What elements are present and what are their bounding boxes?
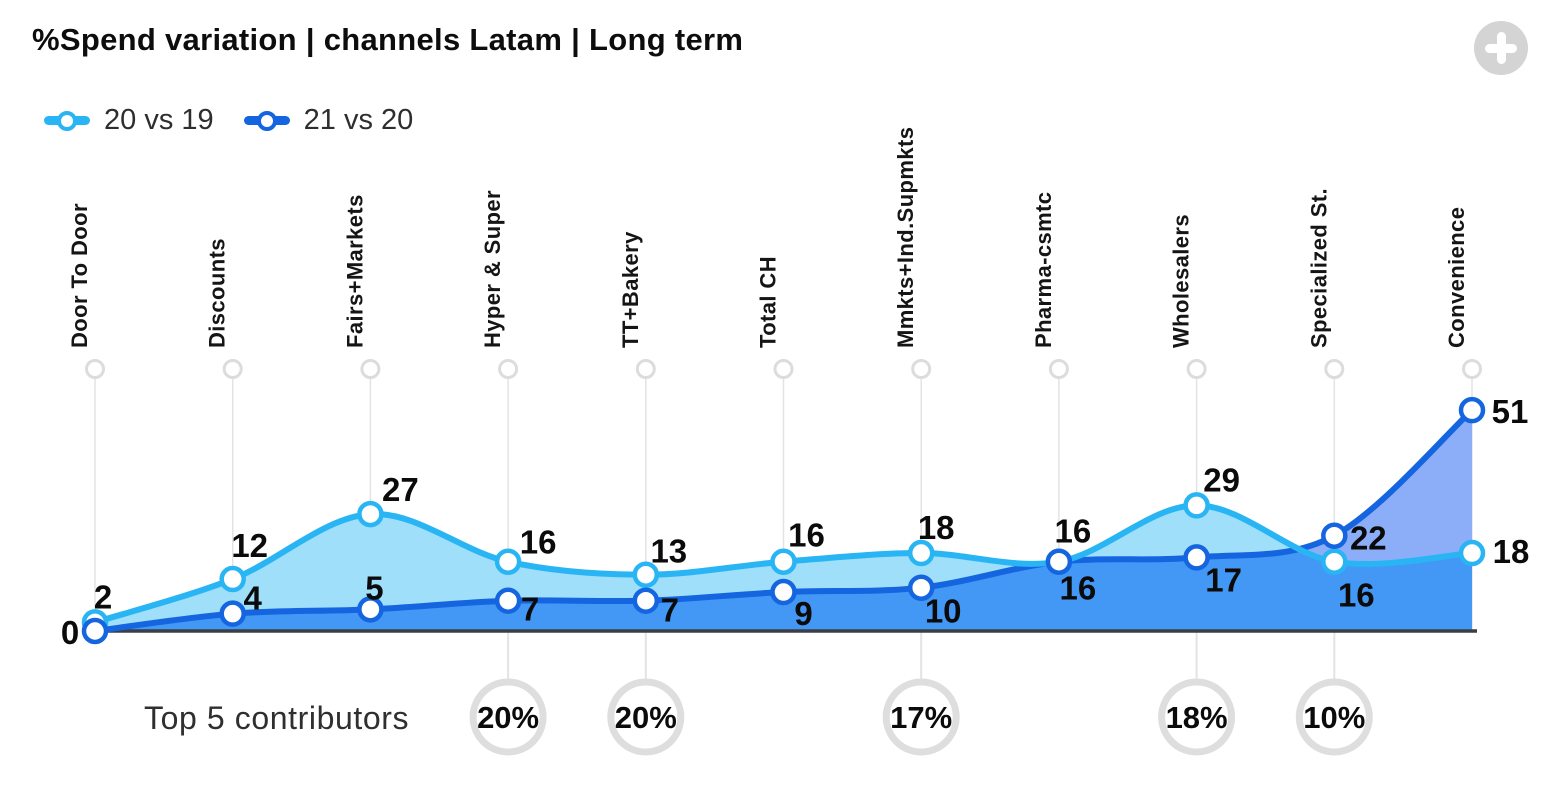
data-point-marker[interactable] xyxy=(632,587,660,614)
contributor-value: 20% xyxy=(477,700,539,735)
category-anchor-icon xyxy=(1048,359,1069,379)
series-marker-icon xyxy=(44,110,90,131)
category-anchor-icon xyxy=(85,359,105,379)
contributor-badge xyxy=(882,678,960,756)
category-label: Mmkts+Ind.Supmkts xyxy=(893,127,918,348)
value-label: 16 xyxy=(1060,570,1097,607)
contributor-value: 10% xyxy=(1303,700,1365,735)
legend-label: 21 vs 20 xyxy=(303,104,414,136)
value-label: 9 xyxy=(794,595,812,632)
category-label: Fairs+Markets xyxy=(342,194,367,348)
value-label: 16 xyxy=(788,517,825,554)
contributors-caption: Top 5 contributors xyxy=(144,700,410,736)
data-point-marker[interactable] xyxy=(1321,522,1348,549)
legend-item-21-vs-20[interactable]: 21 vs 20 xyxy=(243,104,414,137)
data-point-marker[interactable] xyxy=(632,561,660,588)
category-anchor-icon xyxy=(222,359,243,379)
category-label: TT+Bakery xyxy=(618,231,643,348)
contributor-badge xyxy=(469,678,547,756)
open-circle-icon xyxy=(256,110,277,131)
value-label: 13 xyxy=(650,533,687,570)
category-label: Specialized St. xyxy=(1306,188,1331,348)
category-label: Convenience xyxy=(1444,207,1469,348)
contributor-badge xyxy=(1158,678,1236,756)
value-label: 7 xyxy=(521,591,539,628)
data-point-marker[interactable] xyxy=(1458,539,1486,567)
data-point-marker[interactable] xyxy=(907,574,935,601)
value-label: 27 xyxy=(382,471,419,508)
value-label: 51 xyxy=(1492,393,1529,430)
data-point-marker[interactable] xyxy=(770,578,797,606)
value-label: 12 xyxy=(231,527,268,564)
category-anchor-icon xyxy=(360,359,381,379)
data-point-marker[interactable] xyxy=(907,539,935,567)
category-label: Door To Door xyxy=(67,203,92,348)
value-label: 5 xyxy=(365,569,383,606)
value-label: 18 xyxy=(1493,533,1530,570)
category-anchor-icon xyxy=(773,359,794,379)
chart-legend: 20 vs 19 21 vs 20 xyxy=(44,104,413,137)
category-label: Wholesalers xyxy=(1169,214,1194,348)
area-overlap xyxy=(95,505,1472,631)
data-point-marker[interactable] xyxy=(770,548,797,575)
contributor-value: 20% xyxy=(615,700,677,735)
value-label: 2 xyxy=(94,578,112,615)
value-label: 16 xyxy=(1055,513,1092,550)
category-label: Total CH xyxy=(756,256,781,348)
value-label: 22 xyxy=(1350,520,1387,557)
expand-button[interactable] xyxy=(1474,21,1528,75)
legend-label: 20 vs 19 xyxy=(104,104,214,136)
category-label: Hyper & Super xyxy=(480,190,505,348)
data-point-marker[interactable] xyxy=(1045,548,1073,575)
data-point-marker[interactable] xyxy=(219,600,246,627)
category-label: Pharma-csmtc xyxy=(1031,192,1056,348)
data-point-marker[interactable] xyxy=(81,617,109,645)
legend-item-20-vs-19[interactable]: 20 vs 19 xyxy=(44,104,214,137)
series-marker-icon xyxy=(243,110,290,131)
data-point-marker[interactable] xyxy=(1321,548,1348,575)
category-anchor-icon xyxy=(1324,359,1345,379)
category-anchor-icon xyxy=(635,359,656,379)
plus-icon xyxy=(1497,32,1506,64)
contributor-value: 18% xyxy=(1166,700,1228,735)
category-anchor-icon xyxy=(1462,359,1482,379)
value-label: 0 xyxy=(61,614,79,651)
value-label: 7 xyxy=(661,592,679,629)
category-anchor-icon xyxy=(1186,359,1207,379)
category-anchor-icon xyxy=(911,359,932,379)
value-label: 29 xyxy=(1203,461,1240,498)
category-anchor-icon xyxy=(498,359,519,379)
value-label: 16 xyxy=(1338,577,1375,614)
data-point-marker[interactable] xyxy=(494,548,522,575)
data-point-marker[interactable] xyxy=(357,596,384,623)
value-label: 18 xyxy=(918,509,955,546)
value-label: 4 xyxy=(244,580,263,617)
data-point-marker[interactable] xyxy=(357,500,384,528)
value-label: 10 xyxy=(925,593,962,630)
data-point-marker[interactable] xyxy=(1183,492,1210,519)
open-circle-icon xyxy=(57,110,77,131)
data-point-marker[interactable] xyxy=(1458,396,1486,424)
contributor-badge xyxy=(1295,678,1373,756)
category-label: Discounts xyxy=(205,238,230,348)
contributor-value: 17% xyxy=(890,700,952,735)
data-point-marker[interactable] xyxy=(219,565,246,593)
contributor-badge xyxy=(607,678,685,756)
data-point-marker[interactable] xyxy=(1183,544,1210,571)
page-title: %Spend variation | channels Latam | Long… xyxy=(32,22,744,57)
value-label: 17 xyxy=(1205,561,1242,598)
value-label: 16 xyxy=(520,524,557,561)
data-point-marker[interactable] xyxy=(494,587,522,614)
